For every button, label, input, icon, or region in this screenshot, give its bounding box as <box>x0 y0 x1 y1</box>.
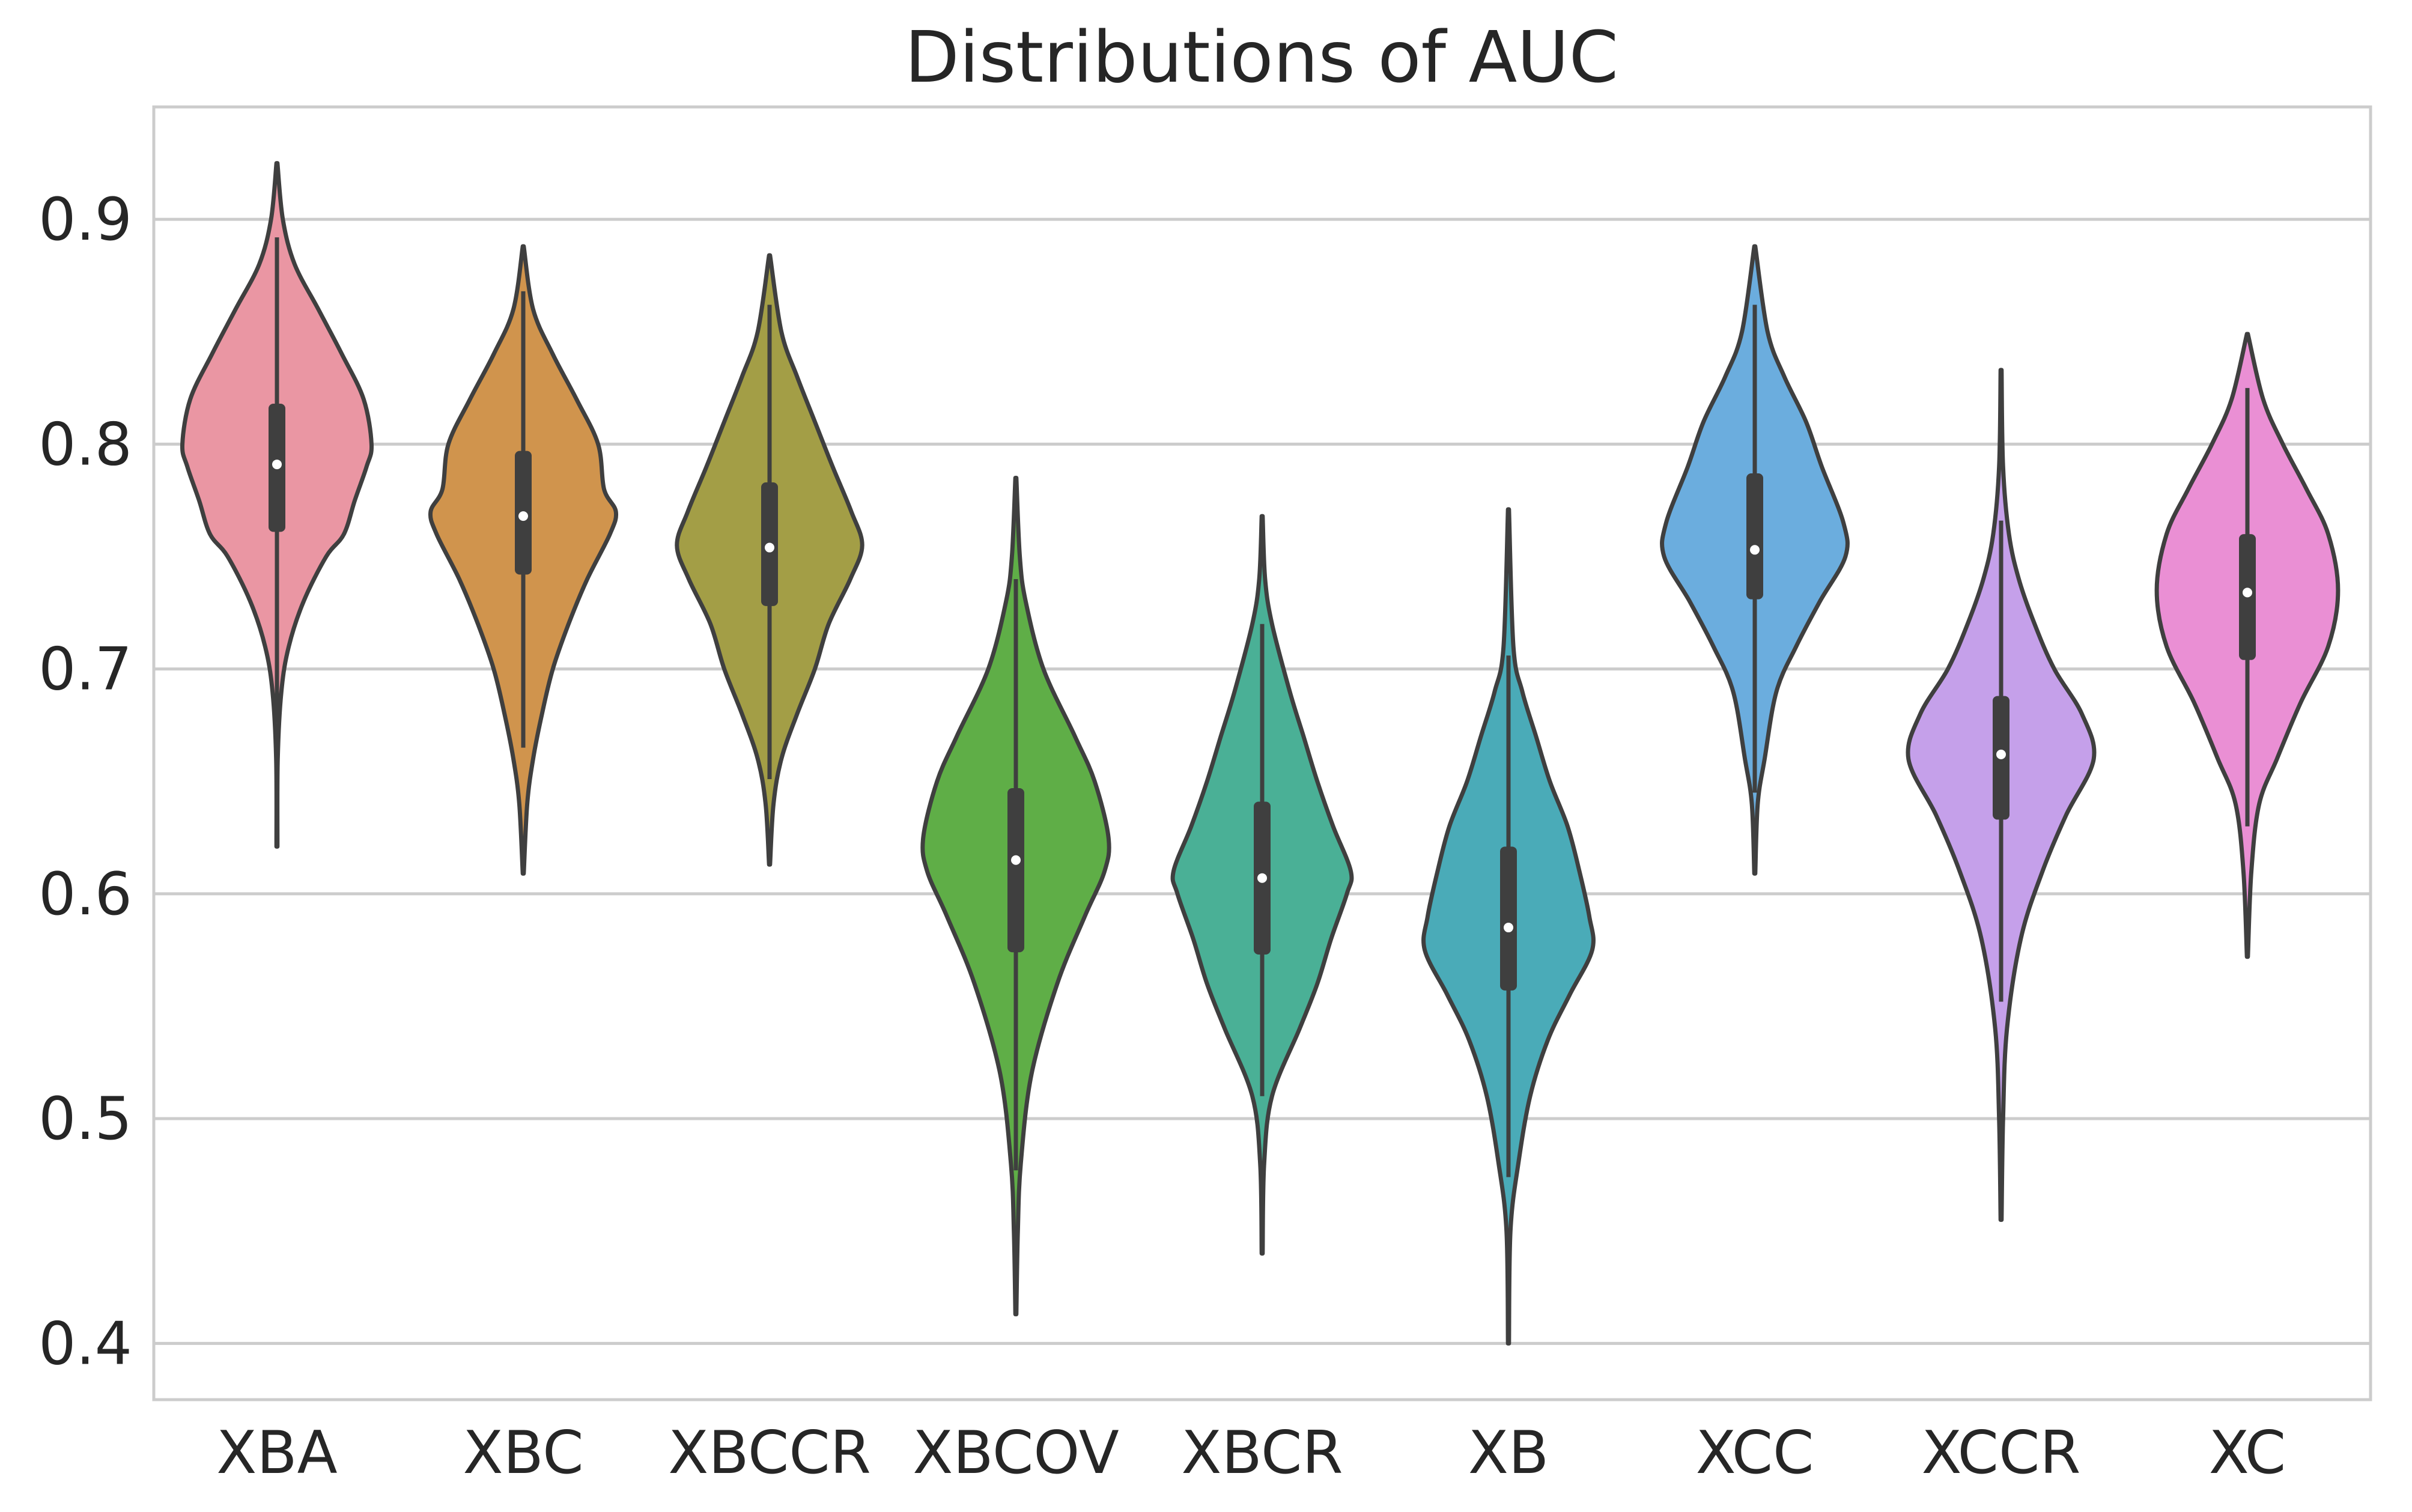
y-tick-label: 0.4 <box>38 1310 132 1378</box>
x-tick-label: XB <box>1468 1419 1549 1487</box>
violin-median-marker <box>1257 873 1267 883</box>
violin-median-marker <box>518 511 528 521</box>
violin-median-marker <box>272 460 282 470</box>
y-tick-label: 0.8 <box>38 410 132 479</box>
y-tick-label: 0.5 <box>38 1085 132 1153</box>
x-tick-label: XCC <box>1696 1419 1814 1487</box>
violin-xb <box>1421 507 1596 1346</box>
violin-xba <box>180 161 374 849</box>
x-tick-label: XBCCR <box>668 1419 871 1487</box>
x-tick-label: XCCR <box>1922 1419 2081 1487</box>
violin-xccr <box>1906 368 2097 1222</box>
x-tick-label: XC <box>2209 1419 2286 1487</box>
y-tick-label: 0.6 <box>38 860 132 929</box>
y-tick-label: 0.9 <box>38 186 132 254</box>
x-tick-label: XBCOV <box>913 1419 1119 1487</box>
x-tick-label: XBCR <box>1181 1419 1343 1487</box>
violin-median-marker <box>1996 749 2006 759</box>
violin-median-marker <box>2243 587 2252 598</box>
violin-xbcr <box>1170 514 1354 1256</box>
violin-iqr-box <box>1746 473 1763 600</box>
violin-xbcov <box>920 476 1111 1317</box>
violin-median-marker <box>1011 855 1021 865</box>
violins <box>180 161 2341 1346</box>
x-tick-label: XBA <box>216 1419 337 1487</box>
x-tick-label: XBC <box>463 1419 583 1487</box>
violin-median-marker <box>1504 923 1513 933</box>
violin-xc <box>2154 332 2341 959</box>
violin-iqr-box <box>1007 788 1024 953</box>
y-tick-label: 0.7 <box>38 636 132 704</box>
chart-title: Distributions of AUC <box>905 16 1618 99</box>
violin-xbc <box>428 244 619 876</box>
x-tick-labels: XBA XBC XBCCR XBCOV XBCR XB XCC XCCR XC <box>216 1419 2286 1487</box>
violin-xcc <box>1660 244 1850 876</box>
violin-median-marker <box>765 542 774 553</box>
violin-iqr-box <box>1500 846 1517 991</box>
y-tick-labels: 0.4 0.5 0.6 0.7 0.8 0.9 <box>38 186 132 1378</box>
violin-median-marker <box>1750 545 1760 555</box>
violin-xbccr <box>675 253 864 867</box>
